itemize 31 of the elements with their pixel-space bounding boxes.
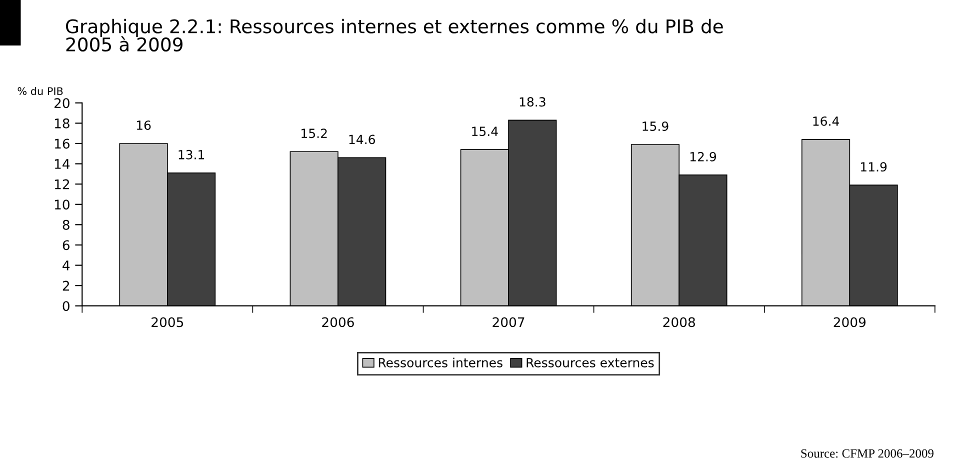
y-tick-label: 18 (54, 118, 70, 128)
y-tick-label: 20 (54, 98, 70, 108)
y-axis-title: % du PIB (18, 87, 63, 96)
data-label: 15.2 (302, 128, 327, 138)
y-tick-label: 12 (54, 179, 70, 190)
data-label: 15.4 (472, 126, 498, 136)
source-note: Source: CFMP 2006–2009 (801, 449, 934, 458)
y-tick-label: 16 (54, 138, 70, 149)
data-label: 16 (136, 120, 151, 130)
y-tick-label: 14 (54, 159, 70, 169)
data-label: 14.6 (349, 134, 375, 144)
y-tick-label: 4 (62, 260, 70, 270)
x-tick-label: 2009 (834, 317, 866, 328)
x-tick-label: 2006 (322, 317, 354, 328)
legend-label: Ressources internes (378, 358, 502, 368)
y-tick-label: 0 (62, 301, 70, 312)
data-label: 18.3 (520, 97, 546, 107)
data-label: 16.4 (813, 116, 839, 126)
y-tick-label: 2 (62, 280, 70, 291)
x-tick-label: 2005 (152, 317, 184, 328)
chart-title: Graphique 2.2.1: Ressources internes et externes comme % du PIB de 2005 à 2009 (66, 18, 723, 52)
data-label: 13.1 (178, 150, 204, 160)
y-tick-label: 10 (54, 200, 70, 210)
legend-label: Ressources externes (526, 358, 654, 368)
y-tick-label: 8 (62, 220, 70, 230)
data-label: 12.9 (690, 152, 716, 162)
data-label: 11.9 (861, 162, 887, 172)
x-tick-label: 2007 (492, 317, 524, 328)
x-tick-label: 2008 (663, 317, 695, 328)
y-tick-label: 6 (62, 240, 70, 250)
data-label: 15.9 (642, 122, 668, 131)
